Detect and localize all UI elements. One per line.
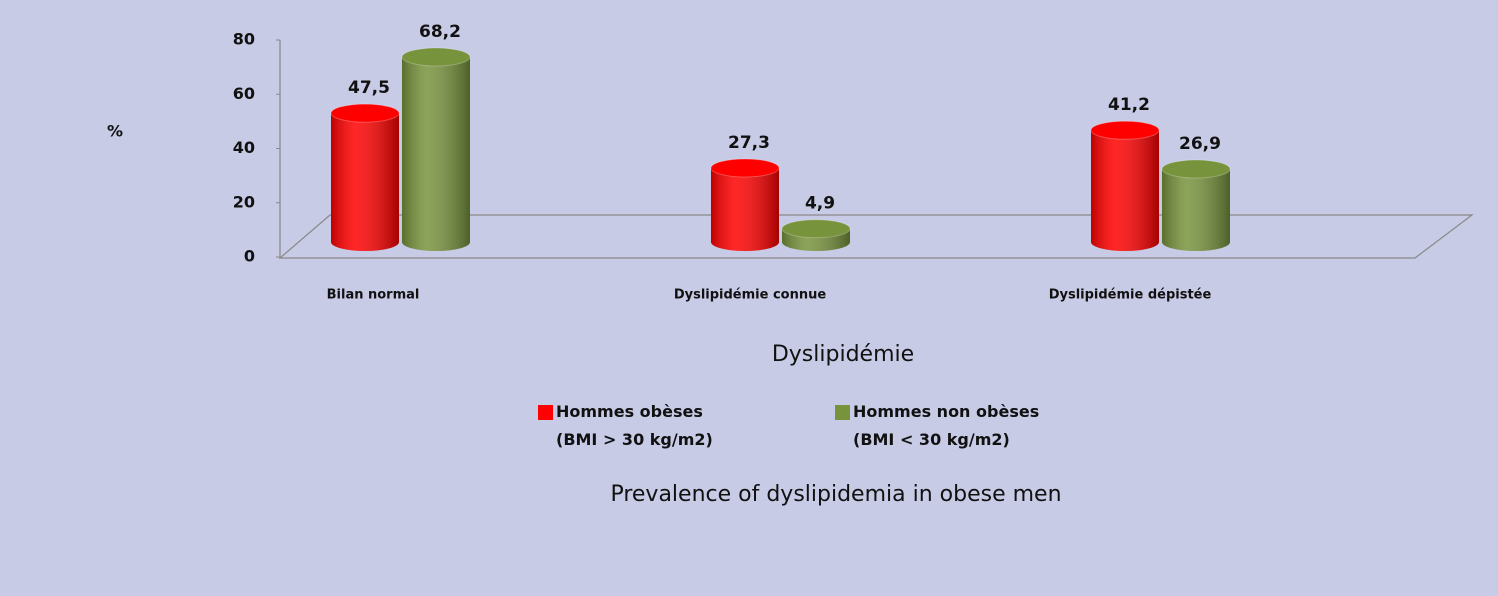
legend-swatch bbox=[835, 405, 850, 420]
x-axis-label: Dyslipidémie bbox=[772, 342, 914, 367]
bar-top bbox=[781, 219, 851, 239]
y-tick-label: 80 bbox=[233, 30, 255, 49]
bar-top bbox=[1161, 159, 1231, 179]
floor bbox=[278, 214, 1474, 259]
data-label: 26,9 bbox=[1179, 134, 1221, 154]
chart-title: Prevalence of dyslipidemia in obese men bbox=[610, 482, 1061, 507]
data-label: 27,3 bbox=[728, 133, 770, 153]
y-axis-label: % bbox=[107, 122, 123, 141]
data-label: 4,9 bbox=[805, 194, 835, 214]
bar-shade bbox=[402, 57, 470, 251]
legend-swatch bbox=[538, 405, 553, 420]
y-tick-label: 60 bbox=[233, 84, 255, 103]
bar-top bbox=[1090, 120, 1160, 140]
data-label: 47,5 bbox=[348, 78, 390, 98]
bar-top bbox=[330, 103, 400, 123]
bar-shade bbox=[711, 167, 779, 251]
legend-label: Hommes obèses (BMI > 30 kg/m2) bbox=[556, 402, 713, 449]
y-tick-label: 40 bbox=[233, 138, 255, 157]
bar-shade bbox=[1091, 130, 1159, 251]
data-label: 41,2 bbox=[1108, 95, 1150, 115]
bar-shade bbox=[1162, 169, 1230, 251]
bar-top bbox=[401, 47, 471, 67]
y-tick-label: 20 bbox=[233, 192, 255, 211]
bar-top bbox=[710, 158, 780, 178]
x-tick-label: Bilan normal bbox=[327, 288, 420, 303]
x-tick-label: Dyslipidémie connue bbox=[674, 288, 827, 303]
legend-label: Hommes non obèses (BMI < 30 kg/m2) bbox=[853, 402, 1040, 449]
data-label: 68,2 bbox=[419, 22, 461, 42]
x-tick-label: Dyslipidémie dépistée bbox=[1049, 288, 1212, 303]
bar-shade bbox=[331, 113, 399, 251]
y-tick-label: 0 bbox=[244, 247, 255, 266]
